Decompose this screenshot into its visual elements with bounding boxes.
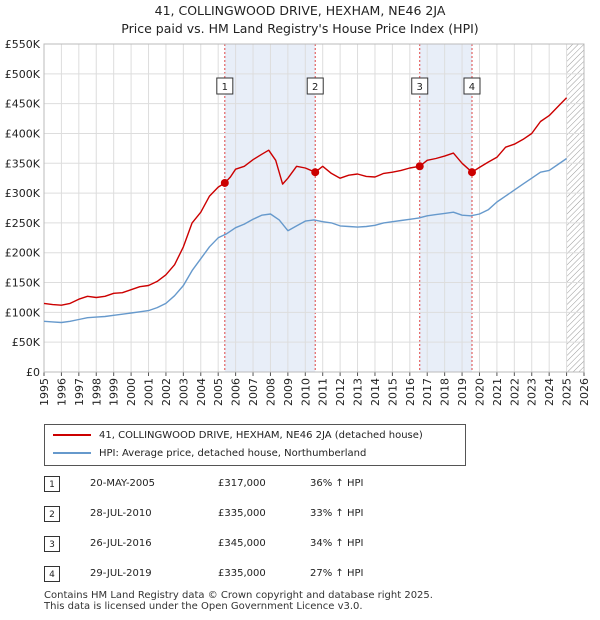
plot-frame <box>43 43 585 373</box>
sale-label-box <box>463 77 481 95</box>
x-tick-label: 1996 <box>55 378 68 406</box>
legend-label-property: 41, COLLINGWOOD DRIVE, HEXHAM, NE46 2JA … <box>99 430 423 441</box>
legend: 41, COLLINGWOOD DRIVE, HEXHAM, NE46 2JA … <box>44 424 466 466</box>
x-tick-label: 2025 <box>561 378 574 406</box>
property-series-line <box>43 97 568 306</box>
x-tick-label: 2009 <box>282 378 295 406</box>
sale-label-box <box>411 77 429 95</box>
x-tick-label: 2016 <box>404 378 417 406</box>
x-tick-label: 2005 <box>212 378 225 406</box>
legend-swatch-hpi <box>53 452 91 454</box>
sale-point <box>220 178 229 187</box>
footer: Contains HM Land Registry data © Crown c… <box>44 590 433 612</box>
sale-point <box>467 168 476 177</box>
x-tick-label: 2019 <box>456 378 469 406</box>
footer-licence: This data is licensed under the Open Gov… <box>44 601 363 612</box>
sale-price: £317,000 <box>218 478 266 489</box>
x-tick-label: 2012 <box>334 378 347 406</box>
sale-hpi-change: 34% ↑ HPI <box>310 538 364 549</box>
y-tick-label: £550K <box>5 38 41 51</box>
sale-label-number: 1 <box>222 82 228 93</box>
x-tick-label: 2022 <box>508 378 521 406</box>
y-tick-label: £350K <box>5 157 41 170</box>
legend-label-hpi: HPI: Average price, detached house, Nort… <box>99 448 367 459</box>
x-tick-label: 2018 <box>439 378 452 406</box>
y-tick-label: £200K <box>5 247 41 260</box>
x-tick-label: 2001 <box>143 378 156 406</box>
y-tick-label: £500K <box>5 68 41 81</box>
hpi-series-line <box>43 157 567 324</box>
y-tick-label: £0 <box>26 366 40 379</box>
x-tick-label: 1995 <box>38 378 51 406</box>
sale-date: 20-MAY-2005 <box>90 478 156 489</box>
x-tick-label: 2004 <box>195 378 208 406</box>
footer-copyright: Contains HM Land Registry data © Crown c… <box>44 590 433 601</box>
sale-hpi-change: 33% ↑ HPI <box>310 508 364 519</box>
price-chart: £0 £50K £100K £150K £200K £250K £300K £350K £400… <box>5 38 591 406</box>
sale-number-badge: 3 <box>44 536 60 552</box>
y-tick-label: £450K <box>5 98 41 111</box>
x-tick-label: 2007 <box>247 378 260 406</box>
sale-point <box>311 168 320 177</box>
sale-number-badge: 1 <box>44 476 60 492</box>
sale-row: 3 26-JUL-2016 £345,000 34% ↑ HPI <box>44 536 444 552</box>
x-tick-label: 2013 <box>352 378 365 406</box>
chart-title: 41, COLLINGWOOD DRIVE, HEXHAM, NE46 2JA <box>154 3 446 18</box>
x-tick-label: 1998 <box>90 378 103 406</box>
legend-item-hpi: HPI: Average price, detached house, Nort… <box>53 446 366 462</box>
x-tick-label: 2024 <box>543 378 556 406</box>
sale-point <box>415 162 424 171</box>
sale-label-number: 2 <box>312 82 318 93</box>
sale-date: 29-JUL-2019 <box>90 568 152 579</box>
x-tick-label: 2014 <box>369 378 382 406</box>
sale-label-box <box>216 77 234 95</box>
legend-swatch-property <box>53 434 91 436</box>
x-tick-label: 2003 <box>177 378 190 406</box>
x-tick-label: 1999 <box>108 378 121 406</box>
x-tick-label: 2002 <box>160 378 173 406</box>
chart-subtitle: Price paid vs. HM Land Registry's House … <box>121 21 479 36</box>
x-tick-label: 2026 <box>578 378 591 406</box>
y-tick-label: £100K <box>5 306 41 319</box>
sale-hpi-change: 36% ↑ HPI <box>310 478 364 489</box>
x-tick-label: 2017 <box>421 378 434 406</box>
forecast-hatch-area <box>566 44 584 372</box>
x-tick-label: 2006 <box>230 378 243 406</box>
legend-item-property: 41, COLLINGWOOD DRIVE, HEXHAM, NE46 2JA … <box>53 428 423 444</box>
sale-number-badge: 2 <box>44 506 60 522</box>
sale-date: 28-JUL-2010 <box>90 508 152 519</box>
y-tick-label: £250K <box>5 217 41 230</box>
y-tick-label: £400K <box>5 127 41 140</box>
sale-row: 4 29-JUL-2019 £335,000 27% ↑ HPI <box>44 566 444 582</box>
x-tick-label: 2000 <box>125 378 138 406</box>
x-tick-label: 2011 <box>317 378 330 406</box>
sale-row: 2 28-JUL-2010 £335,000 33% ↑ HPI <box>44 506 444 522</box>
sale-label-number: 4 <box>469 82 475 93</box>
sale-label-number: 3 <box>417 82 423 93</box>
x-tick-label: 1997 <box>73 378 86 406</box>
sale-row: 1 20-MAY-2005 £317,000 36% ↑ HPI <box>44 476 444 492</box>
x-tick-label: 2023 <box>526 378 539 406</box>
highlight-span <box>419 44 472 372</box>
y-tick-label: £50K <box>12 336 41 349</box>
sale-number-badge: 4 <box>44 566 60 582</box>
y-tick-label: £300K <box>5 187 41 200</box>
x-tick-label: 2015 <box>386 378 399 406</box>
x-tick-label: 2008 <box>264 378 277 406</box>
sale-hpi-change: 27% ↑ HPI <box>310 568 364 579</box>
sale-price: £335,000 <box>218 568 266 579</box>
x-tick-label: 2020 <box>473 378 486 406</box>
x-tick-label: 2010 <box>299 378 312 406</box>
x-tick-label: 2021 <box>491 378 504 406</box>
sale-price: £335,000 <box>218 508 266 519</box>
sale-label-box <box>306 77 324 95</box>
y-tick-label: £150K <box>5 277 41 290</box>
sale-date: 26-JUL-2016 <box>90 538 152 549</box>
sale-price: £345,000 <box>218 538 266 549</box>
